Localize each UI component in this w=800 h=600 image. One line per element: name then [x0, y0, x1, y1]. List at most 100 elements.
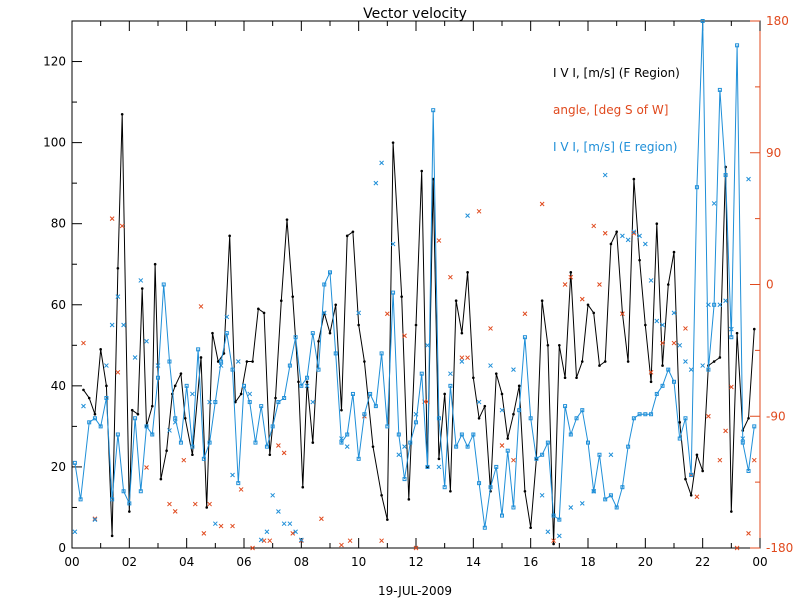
- data-point: [466, 271, 469, 274]
- data-point: [356, 456, 361, 461]
- y-left-tick-label: 40: [51, 379, 66, 393]
- x-tick-label: 00: [752, 555, 767, 569]
- data-point: [298, 537, 304, 543]
- data-point: [379, 351, 384, 356]
- data-point: [625, 237, 631, 243]
- data-point: [379, 160, 384, 166]
- data-point: [317, 339, 320, 343]
- data-point: [219, 359, 224, 364]
- data-point: [104, 363, 109, 368]
- data-point: [339, 440, 344, 445]
- x-tick-label: 10: [351, 555, 366, 569]
- data-point: [390, 241, 396, 247]
- data-point: [551, 538, 556, 544]
- data-point: [402, 333, 407, 339]
- data-point: [746, 468, 751, 473]
- data-point: [545, 440, 550, 445]
- data-point: [87, 396, 91, 400]
- data-point: [459, 355, 465, 361]
- data-point: [190, 391, 195, 397]
- data-point: [580, 408, 585, 413]
- data-point: [672, 250, 676, 254]
- data-point: [563, 376, 567, 380]
- data-point: [649, 412, 654, 417]
- y-right-tick-label: -180: [766, 541, 793, 555]
- data-point: [471, 432, 476, 437]
- data-point: [603, 360, 607, 363]
- data-point: [597, 452, 602, 457]
- data-point: [454, 444, 459, 449]
- data-point: [683, 326, 688, 331]
- data-point: [281, 450, 287, 456]
- data-point: [350, 391, 355, 396]
- x-tick-label: 14: [466, 555, 481, 569]
- data-point: [539, 201, 545, 207]
- data-point: [251, 360, 254, 363]
- y-right-tick-label: 90: [766, 146, 781, 160]
- data-point: [150, 432, 155, 437]
- chart-title: Vector velocity: [363, 6, 467, 22]
- data-point: [615, 230, 618, 234]
- data-point: [666, 367, 671, 372]
- data-point: [156, 375, 160, 380]
- data-point: [648, 278, 654, 283]
- data-point: [523, 489, 527, 493]
- data-point: [400, 295, 403, 298]
- data-point: [711, 201, 717, 206]
- data-point: [655, 222, 659, 225]
- data-point: [150, 404, 154, 408]
- data-point: [301, 485, 305, 489]
- data-point: [746, 176, 751, 182]
- data-point: [78, 497, 83, 502]
- data-point: [155, 363, 161, 368]
- data-point: [402, 477, 407, 482]
- data-point: [460, 331, 464, 335]
- data-point: [373, 180, 379, 186]
- data-point: [488, 363, 493, 368]
- series-line: [83, 114, 755, 544]
- data-point: [199, 356, 203, 359]
- data-point: [311, 441, 315, 444]
- data-point: [740, 440, 745, 445]
- data-point: [304, 383, 310, 389]
- data-point: [373, 404, 378, 409]
- data-point: [477, 481, 482, 486]
- data-point: [448, 274, 453, 280]
- data-point: [173, 416, 178, 421]
- data-point: [167, 359, 172, 364]
- data-point: [558, 344, 561, 347]
- data-point: [580, 360, 584, 363]
- data-point: [310, 331, 315, 336]
- data-point: [345, 234, 349, 238]
- data-point: [649, 380, 653, 384]
- data-point: [448, 383, 453, 388]
- data-point: [110, 497, 115, 502]
- data-point: [551, 513, 556, 518]
- data-point: [631, 230, 637, 236]
- data-point: [264, 444, 269, 449]
- data-point: [298, 538, 304, 544]
- data-point: [472, 376, 475, 380]
- data-point: [712, 302, 717, 307]
- data-point: [363, 360, 366, 363]
- data-point: [683, 416, 688, 421]
- x-tick-label: 00: [64, 555, 79, 569]
- plot-frame: [71, 20, 761, 549]
- data-point: [235, 359, 241, 364]
- data-point: [449, 489, 452, 493]
- data-point: [730, 510, 733, 513]
- series-2: [72, 19, 757, 530]
- data-point: [282, 396, 287, 401]
- data-point: [179, 372, 183, 375]
- data-point: [500, 513, 504, 518]
- data-point: [391, 141, 395, 144]
- data-point: [293, 529, 298, 535]
- y-left-tick-label: 60: [51, 298, 66, 312]
- series-0: [82, 112, 756, 546]
- data-point: [517, 408, 522, 413]
- data-point: [425, 342, 430, 348]
- data-point: [167, 428, 172, 433]
- data-point: [218, 363, 224, 368]
- data-point: [339, 436, 344, 441]
- data-point: [723, 173, 728, 178]
